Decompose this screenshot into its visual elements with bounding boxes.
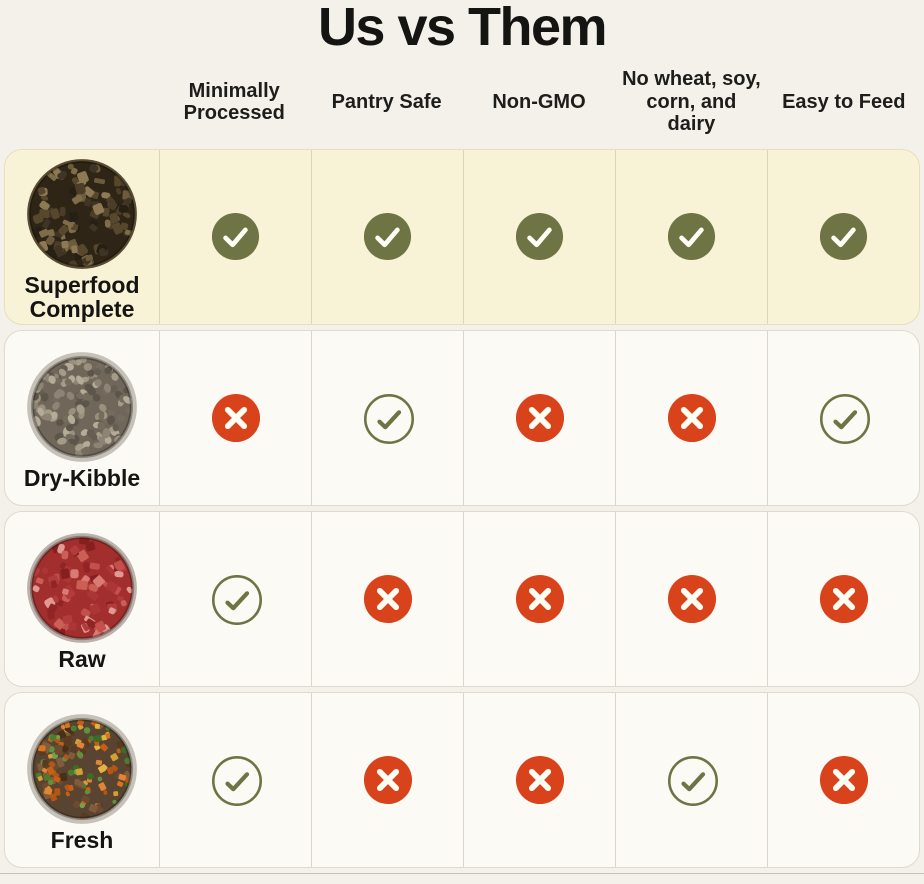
comparison-cell [159,150,311,324]
check-outline-icon [211,574,261,624]
row-header: Raw [5,512,159,686]
comparison-cell [159,512,311,686]
row-label: Fresh [49,828,116,852]
check-outline-icon [363,393,413,443]
comparison-cell [463,512,615,686]
comparison-cell [311,331,463,505]
x-icon [515,393,565,443]
x-icon [819,755,869,805]
comparison-cell [463,331,615,505]
x-icon [667,393,717,443]
check-filled-icon [515,212,565,262]
column-header: Easy to Feed [768,91,920,113]
x-icon [363,574,413,624]
superfood-complete-bowl-image [26,158,138,270]
comparison-cell [767,512,919,686]
comparison-cell [767,693,919,867]
column-headers: Minimally Processed Pantry Safe Non-GMO No … [0,55,924,149]
us-vs-them-comparison-table: Us vs Them Minimally Processed Pantry Saf… [0,0,924,884]
comparison-cell [463,150,615,324]
check-filled-icon [667,212,717,262]
comparison-cell [767,331,919,505]
check-filled-icon [363,212,413,262]
comparison-cell [767,150,919,324]
comparison-cell [615,331,767,505]
table-row: Raw [4,511,920,687]
check-filled-icon [211,212,261,262]
row-label: Dry-Kibble [22,466,142,490]
column-header: No wheat, soy, corn, and dairy [615,68,767,135]
check-filled-icon [819,212,869,262]
check-outline-icon [819,393,869,443]
comparison-cell [615,512,767,686]
comparison-rows: Superfood Complete Dry-Kibble Raw Fresh [0,149,924,868]
fresh-food-bowl-image [26,713,138,825]
x-icon [211,393,261,443]
row-header: Superfood Complete [5,150,159,324]
check-outline-icon [667,755,717,805]
comparison-cell [159,331,311,505]
table-row: Superfood Complete [4,149,920,325]
comparison-cell [311,512,463,686]
x-icon [819,574,869,624]
bottom-divider [0,873,924,874]
comparison-cell [463,693,615,867]
comparison-cell [311,693,463,867]
x-icon [515,755,565,805]
x-icon [667,574,717,624]
comparison-cell [311,150,463,324]
row-label: Superfood Complete [5,273,159,321]
row-header: Fresh [5,693,159,867]
raw-meat-bowl-image [26,532,138,644]
comparison-cell [159,693,311,867]
page-title: Us vs Them [0,0,924,55]
comparison-cell [615,150,767,324]
x-icon [515,574,565,624]
table-row: Dry-Kibble [4,330,920,506]
column-header: Pantry Safe [310,91,462,113]
comparison-cell [615,693,767,867]
check-outline-icon [211,755,261,805]
column-header: Non-GMO [463,91,615,113]
row-header: Dry-Kibble [5,331,159,505]
table-row: Fresh [4,692,920,868]
column-header: Minimally Processed [158,80,310,125]
dry-kibble-bowl-image [26,351,138,463]
x-icon [363,755,413,805]
row-label: Raw [56,647,107,671]
